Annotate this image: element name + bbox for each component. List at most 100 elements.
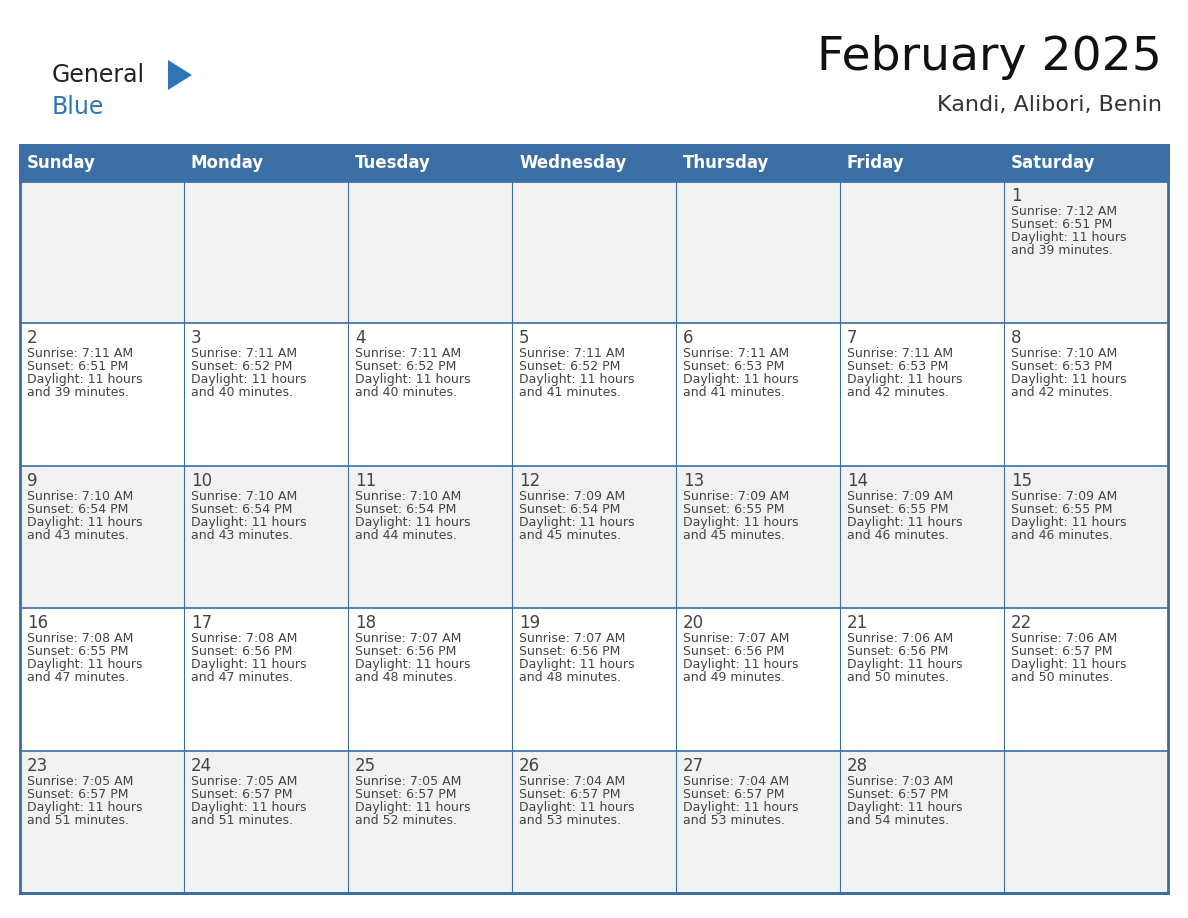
Bar (676, 181, 840, 323)
Text: Sunset: 6:52 PM: Sunset: 6:52 PM (355, 361, 456, 374)
Text: Daylight: 11 hours: Daylight: 11 hours (683, 658, 798, 671)
Text: Daylight: 11 hours: Daylight: 11 hours (1011, 374, 1126, 386)
Bar (20, 145, 184, 181)
Text: Saturday: Saturday (1011, 154, 1095, 172)
Text: Daylight: 11 hours: Daylight: 11 hours (519, 374, 634, 386)
Text: Daylight: 11 hours: Daylight: 11 hours (847, 800, 962, 813)
Bar (840, 145, 1004, 181)
Text: Monday: Monday (191, 154, 264, 172)
Bar (348, 751, 512, 893)
Text: 18: 18 (355, 614, 377, 633)
Text: 3: 3 (191, 330, 202, 347)
Text: and 50 minutes.: and 50 minutes. (1011, 671, 1113, 684)
Text: Daylight: 11 hours: Daylight: 11 hours (847, 374, 962, 386)
Text: Sunrise: 7:05 AM: Sunrise: 7:05 AM (355, 775, 461, 788)
Bar (512, 751, 676, 893)
Text: and 48 minutes.: and 48 minutes. (355, 671, 457, 684)
Text: and 53 minutes.: and 53 minutes. (683, 813, 785, 826)
Bar (1004, 751, 1168, 893)
Text: 17: 17 (191, 614, 213, 633)
Text: 21: 21 (847, 614, 868, 633)
Bar (184, 145, 348, 181)
Text: Sunrise: 7:11 AM: Sunrise: 7:11 AM (683, 347, 789, 361)
Text: Sunset: 6:56 PM: Sunset: 6:56 PM (519, 645, 620, 658)
Text: Sunday: Sunday (27, 154, 96, 172)
Text: Sunset: 6:51 PM: Sunset: 6:51 PM (1011, 218, 1112, 231)
Text: and 47 minutes.: and 47 minutes. (191, 671, 293, 684)
Text: Daylight: 11 hours: Daylight: 11 hours (519, 800, 634, 813)
Text: 9: 9 (27, 472, 38, 490)
Text: Daylight: 11 hours: Daylight: 11 hours (27, 516, 143, 529)
Text: and 39 minutes.: and 39 minutes. (1011, 244, 1113, 257)
Text: Sunset: 6:52 PM: Sunset: 6:52 PM (519, 361, 620, 374)
Text: Kandi, Alibori, Benin: Kandi, Alibori, Benin (937, 95, 1162, 115)
Text: Sunrise: 7:05 AM: Sunrise: 7:05 AM (27, 775, 133, 788)
Bar (20, 465, 184, 609)
Text: Daylight: 11 hours: Daylight: 11 hours (683, 800, 798, 813)
Text: Sunrise: 7:07 AM: Sunrise: 7:07 AM (683, 633, 789, 645)
Text: 27: 27 (683, 756, 704, 775)
Text: Blue: Blue (52, 95, 105, 119)
Text: Sunset: 6:57 PM: Sunset: 6:57 PM (191, 788, 292, 800)
Text: 7: 7 (847, 330, 858, 347)
Bar (1004, 181, 1168, 323)
Bar (676, 609, 840, 751)
Text: and 43 minutes.: and 43 minutes. (27, 529, 128, 542)
Bar (184, 181, 348, 323)
Text: Friday: Friday (847, 154, 904, 172)
Text: Sunset: 6:57 PM: Sunset: 6:57 PM (683, 788, 784, 800)
Text: 6: 6 (683, 330, 694, 347)
Bar (348, 323, 512, 465)
Text: Sunrise: 7:09 AM: Sunrise: 7:09 AM (847, 490, 953, 503)
Text: Sunrise: 7:03 AM: Sunrise: 7:03 AM (847, 775, 953, 788)
Text: Sunrise: 7:07 AM: Sunrise: 7:07 AM (355, 633, 461, 645)
Text: Sunset: 6:52 PM: Sunset: 6:52 PM (191, 361, 292, 374)
Text: Sunset: 6:54 PM: Sunset: 6:54 PM (355, 503, 456, 516)
Text: Sunset: 6:56 PM: Sunset: 6:56 PM (683, 645, 784, 658)
Text: Daylight: 11 hours: Daylight: 11 hours (355, 516, 470, 529)
Text: and 45 minutes.: and 45 minutes. (683, 529, 785, 542)
Text: Sunrise: 7:10 AM: Sunrise: 7:10 AM (355, 490, 461, 503)
Bar (184, 465, 348, 609)
Text: and 40 minutes.: and 40 minutes. (191, 386, 293, 399)
Text: and 50 minutes.: and 50 minutes. (847, 671, 949, 684)
Text: Sunset: 6:57 PM: Sunset: 6:57 PM (519, 788, 620, 800)
Bar (676, 323, 840, 465)
Text: and 44 minutes.: and 44 minutes. (355, 529, 457, 542)
Text: Sunrise: 7:06 AM: Sunrise: 7:06 AM (1011, 633, 1117, 645)
Text: and 41 minutes.: and 41 minutes. (519, 386, 621, 399)
Bar (840, 609, 1004, 751)
Bar (840, 465, 1004, 609)
Text: Sunrise: 7:09 AM: Sunrise: 7:09 AM (1011, 490, 1117, 503)
Text: 24: 24 (191, 756, 213, 775)
Text: and 42 minutes.: and 42 minutes. (847, 386, 949, 399)
Text: Thursday: Thursday (683, 154, 770, 172)
Text: and 47 minutes.: and 47 minutes. (27, 671, 129, 684)
Text: Daylight: 11 hours: Daylight: 11 hours (847, 658, 962, 671)
Bar (348, 465, 512, 609)
Bar (1004, 145, 1168, 181)
Text: Daylight: 11 hours: Daylight: 11 hours (1011, 516, 1126, 529)
Text: 28: 28 (847, 756, 868, 775)
Text: 5: 5 (519, 330, 530, 347)
Text: Sunrise: 7:06 AM: Sunrise: 7:06 AM (847, 633, 953, 645)
Text: 8: 8 (1011, 330, 1022, 347)
Text: February 2025: February 2025 (817, 36, 1162, 81)
Text: Sunset: 6:53 PM: Sunset: 6:53 PM (683, 361, 784, 374)
Text: Sunrise: 7:11 AM: Sunrise: 7:11 AM (519, 347, 625, 361)
Text: and 39 minutes.: and 39 minutes. (27, 386, 128, 399)
Text: Sunrise: 7:09 AM: Sunrise: 7:09 AM (683, 490, 789, 503)
Bar (512, 465, 676, 609)
Text: Sunset: 6:55 PM: Sunset: 6:55 PM (683, 503, 784, 516)
Text: Sunrise: 7:11 AM: Sunrise: 7:11 AM (191, 347, 297, 361)
Bar (20, 323, 184, 465)
Bar (20, 145, 1168, 893)
Bar (1004, 323, 1168, 465)
Text: and 42 minutes.: and 42 minutes. (1011, 386, 1113, 399)
Text: Daylight: 11 hours: Daylight: 11 hours (847, 516, 962, 529)
Text: and 48 minutes.: and 48 minutes. (519, 671, 621, 684)
Bar (184, 609, 348, 751)
Text: 26: 26 (519, 756, 541, 775)
Bar (512, 145, 676, 181)
Text: and 53 minutes.: and 53 minutes. (519, 813, 621, 826)
